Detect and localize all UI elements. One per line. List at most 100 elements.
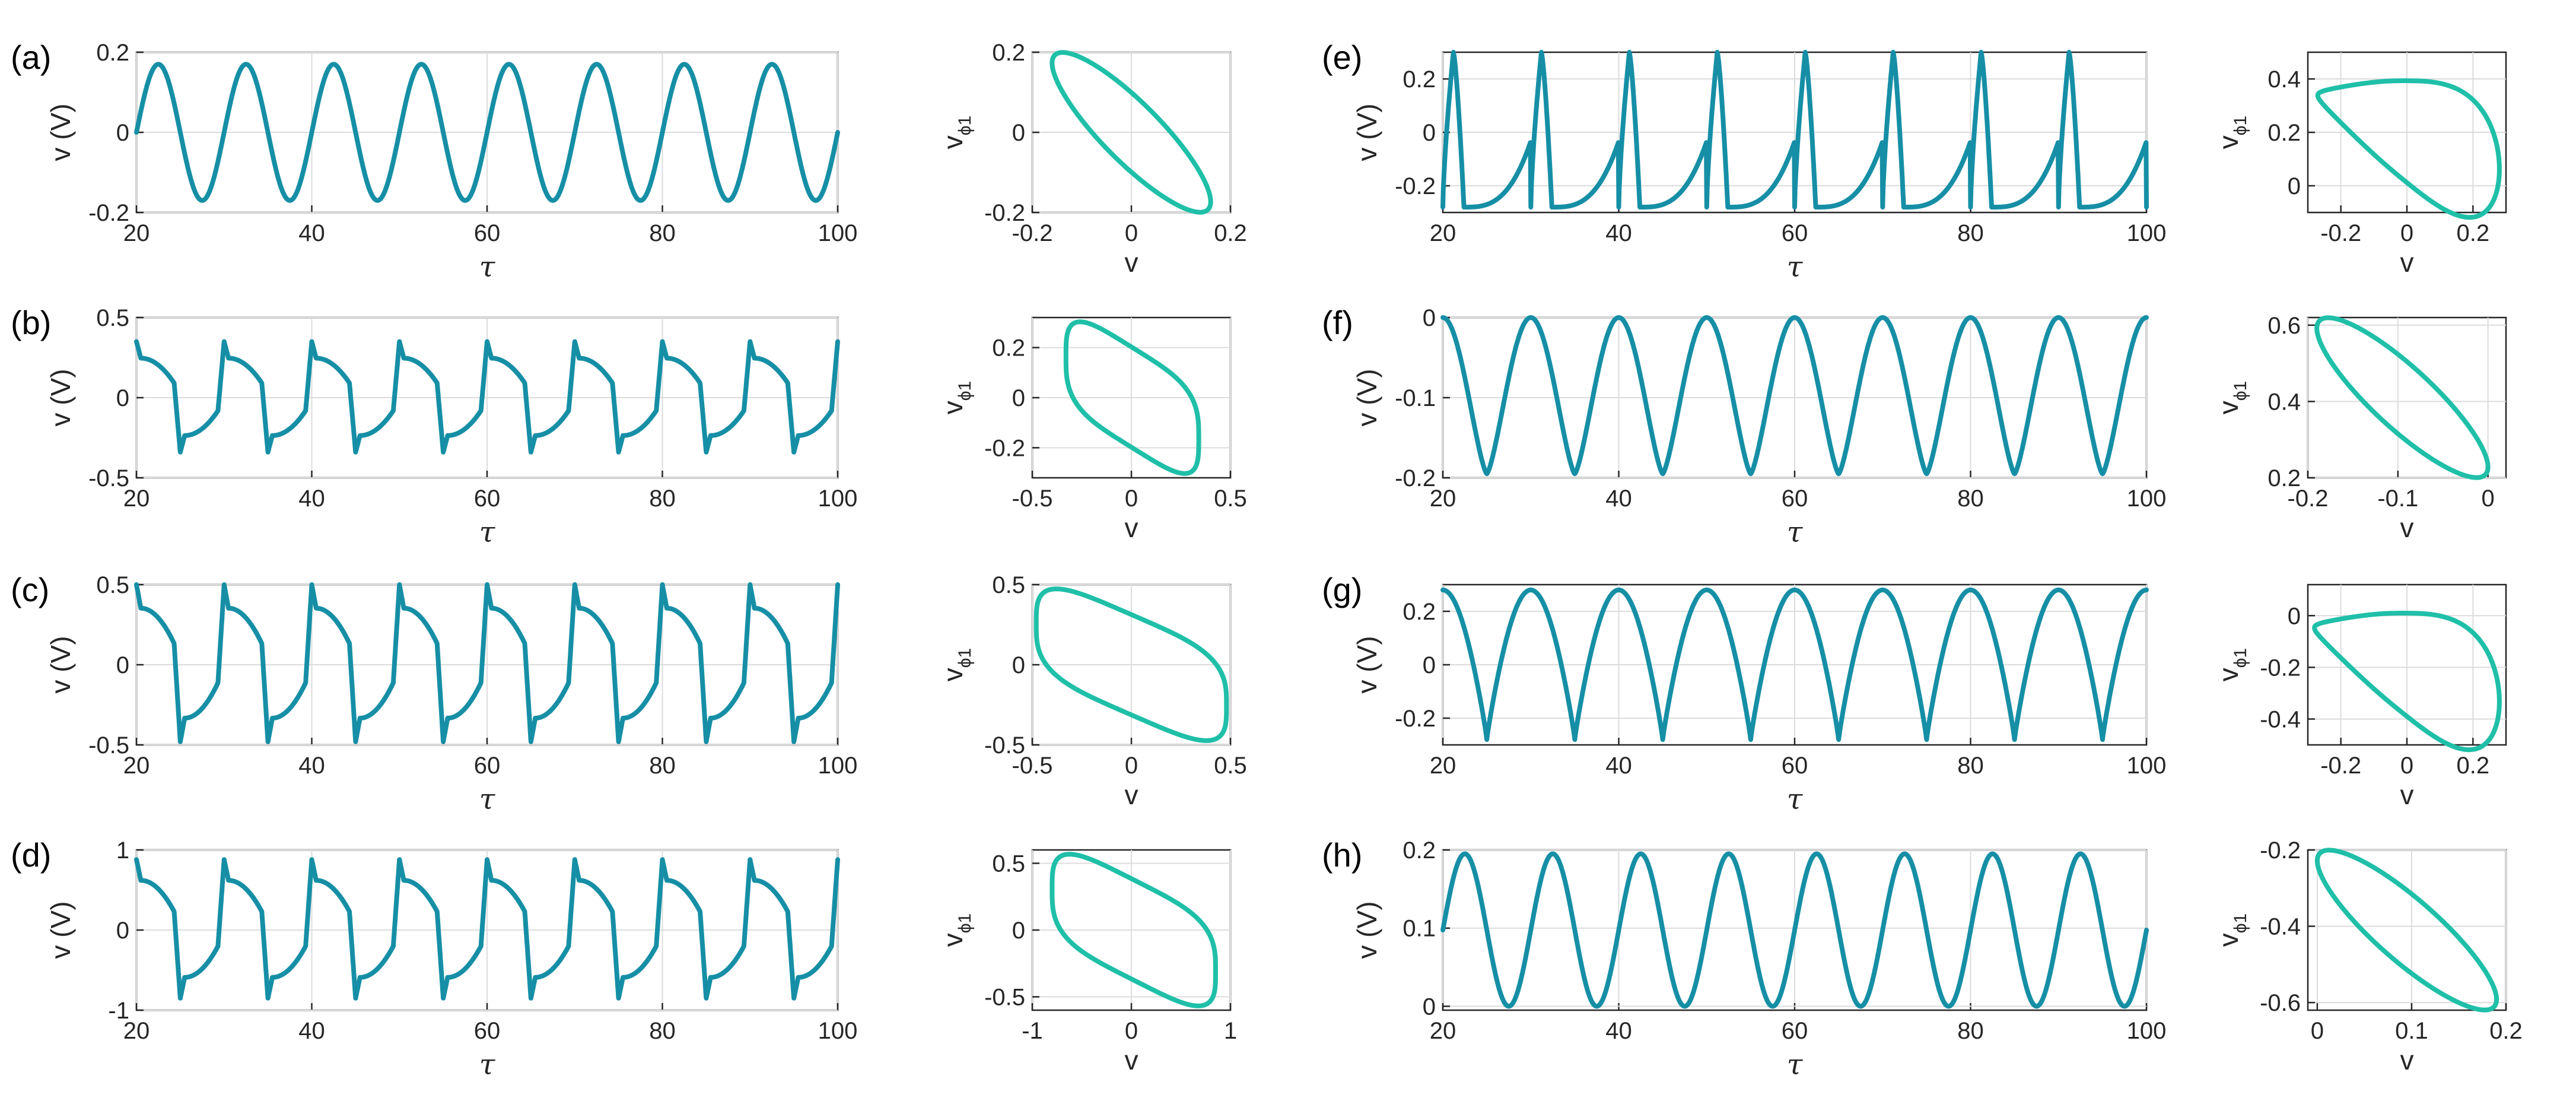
y-tick-label: 0.2 xyxy=(1403,66,1436,93)
y-axis-label: v (V) xyxy=(45,369,76,426)
y-tick-label: 0 xyxy=(2288,173,2301,199)
panel-label: (e) xyxy=(1322,39,1362,76)
y-tick-label: 0.5 xyxy=(96,572,129,598)
y-tick-label: 0.5 xyxy=(992,572,1025,598)
series-line xyxy=(1440,315,2149,477)
x-tick-label: 0 xyxy=(1125,486,1138,512)
x-axis-label: v xyxy=(1125,779,1138,810)
y-tick-label: 0 xyxy=(2288,603,2301,629)
x-tick-label: -0.5 xyxy=(1012,753,1053,779)
y-axis-label: vϕ1 xyxy=(937,116,975,150)
y-tick-label: -0.4 xyxy=(2260,914,2301,940)
phase-loop xyxy=(1050,852,1218,1008)
y-axis-label-subscript: ϕ1 xyxy=(2231,913,2250,934)
y-axis-label: vϕ1 xyxy=(937,913,975,947)
y-tick-label: 0.2 xyxy=(2267,120,2301,146)
x-tick-label: 0 xyxy=(2400,753,2413,779)
y-tick-label: -0.2 xyxy=(1395,465,1436,491)
panel-e-time-series: (e) 20 40 60 80 100 -0.2 0 0.2 v (V) τ xyxy=(1322,39,2166,284)
x-axis-label: τ xyxy=(1787,783,1804,816)
y-tick-label: 0 xyxy=(1423,305,1436,331)
y-tick-label: 0.2 xyxy=(992,335,1025,361)
y-tick-label: 0.2 xyxy=(1403,599,1436,625)
x-tick-label: 40 xyxy=(298,486,325,512)
x-tick-label: 0 xyxy=(1125,1018,1138,1044)
phase-loop xyxy=(2312,611,2502,753)
x-tick-label: 20 xyxy=(1430,486,1456,512)
y-axis-label-main: v xyxy=(2213,401,2244,414)
y-tick-label: 0 xyxy=(116,120,129,146)
x-tick-label: 20 xyxy=(123,753,150,779)
x-tick-label: 0.2 xyxy=(2457,753,2490,779)
x-tick-label: 0.2 xyxy=(1214,220,1247,246)
panel-label: (a) xyxy=(11,39,51,76)
panel-g-time-series: (g) 20 40 60 80 100 -0.2 0 0.2 v (V) τ xyxy=(1322,571,2166,816)
y-tick-label: 0.4 xyxy=(2267,389,2301,415)
x-tick-label: 100 xyxy=(2127,1018,2167,1044)
panel-b-time-series: (b) 20 40 60 80 100 -0.5 0 0.5 v (V) τ xyxy=(11,304,857,549)
y-tick-label: -0.2 xyxy=(984,200,1025,226)
x-tick-label: 100 xyxy=(2127,753,2167,779)
x-tick-label: 80 xyxy=(649,753,676,779)
x-axis-label: τ xyxy=(479,783,496,816)
y-tick-label: 0.1 xyxy=(1403,916,1436,942)
x-tick-label: 80 xyxy=(649,1018,676,1044)
y-tick-label: 0 xyxy=(1423,120,1436,146)
x-axis-label: v xyxy=(2400,1045,2414,1075)
y-tick-label: -0.2 xyxy=(2260,837,2301,864)
y-axis-label-subscript: ϕ1 xyxy=(955,913,975,934)
y-axis-label-main: v xyxy=(937,668,968,681)
y-tick-label: -0.6 xyxy=(2260,990,2301,1016)
y-axis-label: vϕ1 xyxy=(2213,381,2250,415)
y-tick-label: -1 xyxy=(108,998,129,1024)
phase-loop xyxy=(1050,50,1213,215)
y-tick-label: 0 xyxy=(1012,385,1025,411)
panel-h-time-series: (h) 20 40 60 80 100 0 0.1 0.2 v (V) τ xyxy=(1322,836,2166,1081)
y-axis-label-subscript: ϕ1 xyxy=(2231,381,2250,401)
x-tick-label: 100 xyxy=(818,486,858,512)
y-axis-label-subscript: ϕ1 xyxy=(955,116,975,136)
phase-loop xyxy=(2315,78,2502,220)
y-tick-label: 0.5 xyxy=(992,851,1025,877)
y-tick-label: -0.1 xyxy=(1395,385,1436,411)
y-tick-label: 0.4 xyxy=(2267,66,2301,93)
y-tick-label: 0 xyxy=(116,385,129,411)
x-tick-label: 0 xyxy=(2311,1018,2324,1044)
x-tick-label: 40 xyxy=(1605,753,1632,779)
x-tick-label: 60 xyxy=(1782,220,1808,246)
x-tick-label: 0.5 xyxy=(1214,753,1247,779)
panel-c-time-series: (c) 20 40 60 80 100 -0.5 0 0.5 v (V) τ xyxy=(11,571,857,816)
x-axis-label: v xyxy=(1125,512,1138,543)
y-axis-label: v (V) xyxy=(45,103,76,161)
panel-f-time-series: (f) 20 40 60 80 100 -0.2 -0.1 0 v (V) τ xyxy=(1322,304,2166,549)
y-tick-label: 0.6 xyxy=(2267,313,2301,339)
y-tick-label: 0 xyxy=(1012,918,1025,944)
x-tick-label: 80 xyxy=(1957,1018,1984,1044)
x-tick-label: 80 xyxy=(1957,753,1984,779)
x-axis-label: v xyxy=(1125,247,1138,278)
x-tick-label: 100 xyxy=(818,1018,858,1044)
x-axis-label: v xyxy=(2400,247,2414,278)
panel-h-pp-plot-area xyxy=(2307,849,2507,1011)
y-tick-label: -0.5 xyxy=(88,732,129,759)
y-axis-label: v (V) xyxy=(1351,636,1382,693)
x-axis-label: τ xyxy=(1787,1048,1804,1081)
x-tick-label: 60 xyxy=(474,1018,501,1044)
y-tick-label: -0.2 xyxy=(2260,655,2301,681)
x-tick-label: -0.2 xyxy=(2320,753,2361,779)
y-axis-label-main: v xyxy=(937,401,968,414)
phase-loop xyxy=(2314,315,2491,480)
x-tick-label: 0.5 xyxy=(1214,486,1247,512)
x-tick-label: 100 xyxy=(818,753,858,779)
y-axis-label-subscript: ϕ1 xyxy=(2231,648,2250,668)
y-axis-label-main: v xyxy=(937,933,968,947)
x-tick-label: 0 xyxy=(1125,220,1138,246)
panel-label: (c) xyxy=(11,571,49,608)
y-tick-label: 0 xyxy=(116,918,129,944)
x-tick-label: 40 xyxy=(298,753,325,779)
x-tick-label: 20 xyxy=(123,1018,150,1044)
y-tick-label: 0 xyxy=(1423,994,1436,1020)
x-tick-label: 20 xyxy=(123,486,150,512)
y-axis-label: vϕ1 xyxy=(2213,116,2250,150)
x-tick-label: -1 xyxy=(1022,1018,1043,1044)
